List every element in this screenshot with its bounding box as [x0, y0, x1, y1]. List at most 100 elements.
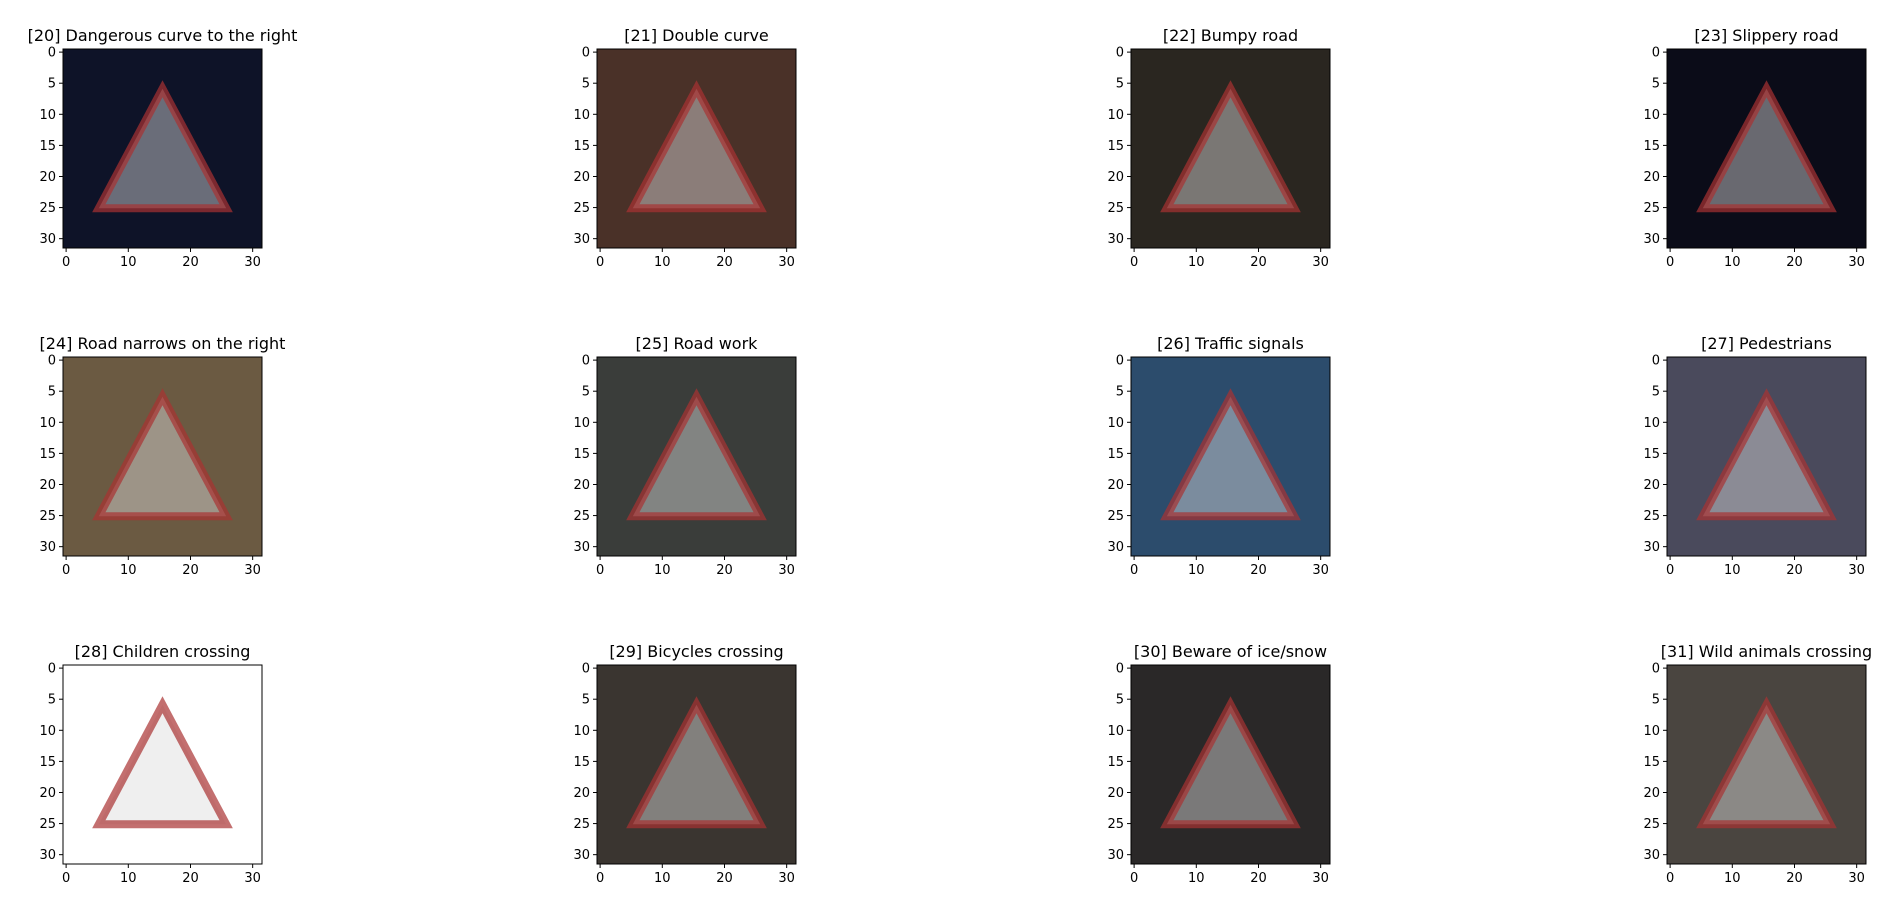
subplot-title: [26] Traffic signals — [1157, 334, 1304, 353]
x-tick-label: 0 — [596, 871, 604, 886]
y-tick-label: 20 — [1107, 478, 1124, 493]
image-frame — [596, 356, 797, 557]
y-tick-label: 20 — [573, 786, 590, 801]
subplot-title: [20] Dangerous curve to the right — [28, 26, 298, 45]
y-tick-label: 10 — [573, 108, 590, 123]
x-tick-label: 20 — [716, 255, 733, 270]
y-tick-label: 30 — [573, 540, 590, 555]
x-tick-label: 30 — [244, 563, 261, 578]
x-tick-label: 30 — [778, 563, 795, 578]
y-tick-label: 5 — [1116, 385, 1124, 400]
y-tick-label: 15 — [1107, 139, 1124, 154]
y-tick-label: 20 — [39, 170, 56, 185]
y-tick-label: 5 — [1116, 77, 1124, 92]
y-tick-label: 5 — [582, 77, 590, 92]
y-tick-label: 30 — [1643, 848, 1660, 863]
x-tick-label: 20 — [1250, 563, 1267, 578]
x-tick-label: 0 — [62, 563, 70, 578]
sign-shape — [1160, 696, 1301, 829]
y-tick-label: 5 — [1652, 385, 1660, 400]
subplot-title: [24] Road narrows on the right — [40, 334, 286, 353]
x-tick-label: 30 — [1848, 255, 1865, 270]
x-tick-label: 30 — [244, 255, 261, 270]
subplot-title: [31] Wild animals crossing — [1661, 642, 1872, 661]
y-tick-label: 5 — [48, 693, 56, 708]
y-tick-label: 10 — [573, 724, 590, 739]
x-tick-label: 0 — [1666, 563, 1674, 578]
y-tick-label: 25 — [39, 509, 56, 524]
subplot-title: [27] Pedestrians — [1701, 334, 1832, 353]
y-tick-label: 15 — [39, 139, 56, 154]
x-tick-label: 10 — [1188, 563, 1205, 578]
y-tick-label: 0 — [582, 354, 590, 369]
y-tick-label: 10 — [39, 416, 56, 431]
sign-shape — [1696, 80, 1837, 213]
y-tick-label: 25 — [1107, 509, 1124, 524]
x-tick-label: 30 — [1312, 871, 1329, 886]
y-tick-label: 0 — [48, 662, 56, 677]
y-tick-label: 30 — [1107, 540, 1124, 555]
x-tick-label: 10 — [654, 563, 671, 578]
x-tick-label: 30 — [1848, 871, 1865, 886]
y-tick-label: 15 — [573, 139, 590, 154]
image-frame — [596, 664, 797, 865]
y-tick-label: 0 — [582, 662, 590, 677]
x-tick-label: 10 — [654, 255, 671, 270]
subplot-title: [22] Bumpy road — [1163, 26, 1298, 45]
y-tick-label: 5 — [1116, 693, 1124, 708]
y-tick-label: 5 — [1652, 693, 1660, 708]
y-tick-label: 10 — [1643, 724, 1660, 739]
y-tick-label: 10 — [573, 416, 590, 431]
x-tick-label: 20 — [182, 563, 199, 578]
y-tick-label: 25 — [573, 201, 590, 216]
y-tick-label: 15 — [39, 755, 56, 770]
x-tick-label: 0 — [596, 563, 604, 578]
subplot-title: [30] Beware of ice/snow — [1134, 642, 1327, 661]
x-tick-label: 10 — [1724, 563, 1741, 578]
x-tick-label: 10 — [1188, 255, 1205, 270]
y-tick-label: 5 — [1652, 77, 1660, 92]
y-tick-label: 15 — [573, 447, 590, 462]
x-tick-label: 10 — [120, 871, 137, 886]
x-tick-label: 0 — [62, 871, 70, 886]
sign-shape — [92, 696, 233, 829]
y-tick-label: 5 — [582, 385, 590, 400]
y-tick-label: 0 — [1116, 46, 1124, 61]
image-frame — [1666, 664, 1867, 865]
y-tick-label: 5 — [48, 77, 56, 92]
x-tick-label: 30 — [244, 871, 261, 886]
image-frame — [1130, 48, 1331, 249]
x-tick-label: 20 — [1250, 255, 1267, 270]
y-tick-label: 5 — [48, 385, 56, 400]
y-tick-label: 25 — [39, 817, 56, 832]
x-tick-label: 20 — [1786, 871, 1803, 886]
y-tick-label: 0 — [1652, 662, 1660, 677]
sign-shape — [626, 696, 767, 829]
x-tick-label: 30 — [1848, 563, 1865, 578]
x-tick-label: 10 — [120, 255, 137, 270]
y-tick-label: 10 — [1643, 416, 1660, 431]
y-tick-label: 10 — [1107, 416, 1124, 431]
image-frame — [62, 356, 263, 557]
y-tick-label: 15 — [573, 755, 590, 770]
y-tick-label: 15 — [39, 447, 56, 462]
x-tick-label: 20 — [1786, 255, 1803, 270]
y-tick-label: 25 — [1107, 201, 1124, 216]
x-tick-label: 30 — [1312, 255, 1329, 270]
y-tick-label: 30 — [1643, 232, 1660, 247]
y-tick-label: 10 — [39, 108, 56, 123]
x-tick-label: 0 — [62, 255, 70, 270]
subplot-title: [21] Double curve — [624, 26, 769, 45]
y-tick-label: 10 — [1107, 108, 1124, 123]
y-tick-label: 25 — [1643, 509, 1660, 524]
image-frame — [1130, 356, 1331, 557]
image-frame — [596, 48, 797, 249]
image-frame — [1666, 48, 1867, 249]
y-tick-label: 20 — [573, 170, 590, 185]
y-tick-label: 20 — [1643, 478, 1660, 493]
y-tick-label: 15 — [1643, 139, 1660, 154]
y-tick-label: 20 — [1643, 170, 1660, 185]
y-tick-label: 25 — [573, 509, 590, 524]
y-tick-label: 0 — [582, 46, 590, 61]
y-tick-label: 0 — [1116, 662, 1124, 677]
